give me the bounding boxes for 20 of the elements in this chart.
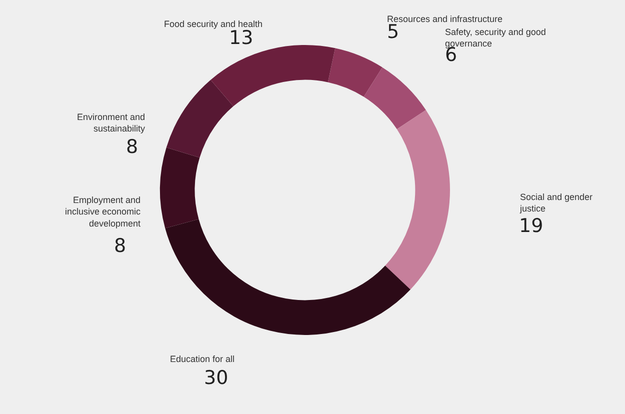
slice-label: Food security and health: [164, 19, 263, 29]
slice-label: Social and gender justice: [519, 192, 593, 214]
data-label: 13: [229, 27, 254, 49]
data-label: 30: [204, 367, 228, 389]
donut-slice: [364, 67, 426, 130]
data-label: 5: [387, 21, 400, 43]
donut-slice: [160, 147, 200, 228]
donut-slice: [328, 48, 382, 97]
slice-label: Resources and infrastructure: [387, 14, 503, 24]
slice-label: Environment and sustainability: [77, 112, 146, 134]
donut-slice: [385, 110, 450, 290]
data-label: 8: [114, 235, 126, 257]
slice-label: Employment and inclusive economic development: [65, 195, 142, 228]
data-label: 8: [126, 136, 138, 158]
slice-label: Education for all: [170, 354, 235, 364]
donut-slice: [166, 80, 234, 158]
donut-slice: [165, 219, 410, 335]
data-label: 19: [519, 215, 544, 237]
slice-label: Safety, security and good governance: [445, 27, 546, 49]
donut-slice: [210, 45, 336, 106]
